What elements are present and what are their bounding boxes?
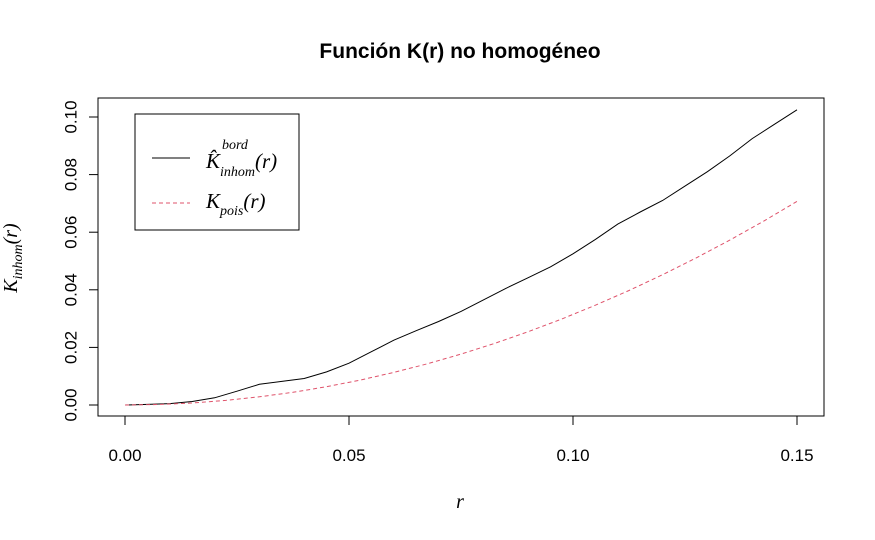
y-tick-label: 0.06	[61, 216, 80, 249]
y-tick-label: 0.10	[61, 100, 80, 133]
y-axis: 0.00 0.02 0.04 0.06 0.08 0.10	[61, 100, 99, 422]
x-tick-label: 0.05	[332, 446, 365, 465]
x-axis: 0.00 0.05 0.10 0.15	[108, 415, 814, 465]
y-axis-label-base: K	[0, 278, 22, 294]
series-line-1	[124, 109, 798, 406]
legend-box	[134, 113, 300, 231]
svg-text:Kinhom(r): Kinhom(r)	[0, 223, 26, 294]
series-line-2	[124, 200, 798, 406]
x-tick-label: 0.15	[780, 446, 813, 465]
legend: K̂inhom(r) bord Kpois(r)	[134, 113, 300, 231]
y-axis-label-tail: (r)	[0, 223, 22, 244]
x-tick-label: 0.10	[556, 446, 589, 465]
y-tick-label: 0.08	[61, 158, 80, 191]
y-axis-label: Kinhom(r)	[0, 223, 26, 294]
y-tick-label: 0.02	[61, 331, 80, 364]
x-tick-label: 0.00	[108, 446, 141, 465]
legend-sup-series-1: bord	[222, 138, 249, 153]
y-axis-label-sub: inhom	[11, 244, 26, 279]
x-axis-label: r	[456, 491, 464, 513]
legend-label-series-1: K̂inhom(r)	[205, 149, 277, 180]
chart-title: Función K(r) no homogéneo	[319, 40, 600, 63]
legend-label-series-2: Kpois(r)	[205, 189, 266, 219]
series-layer	[124, 109, 798, 406]
y-tick-label: 0.04	[61, 273, 80, 306]
y-tick-label: 0.00	[61, 388, 80, 421]
